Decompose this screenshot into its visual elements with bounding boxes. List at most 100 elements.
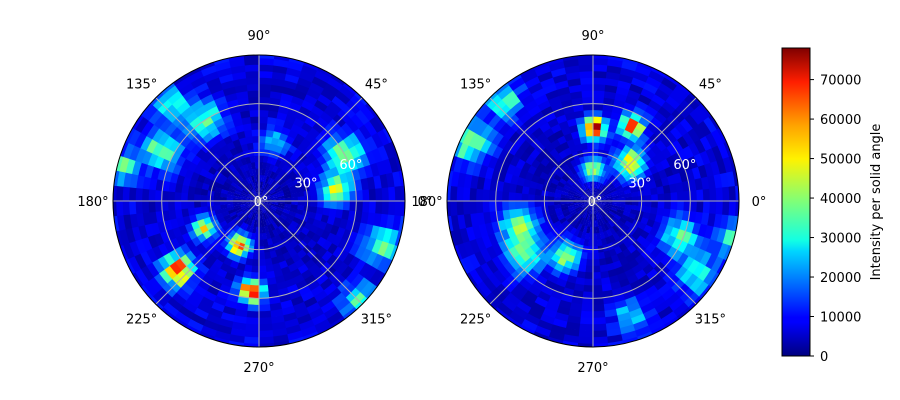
heatmap-cell (169, 218, 179, 230)
heatmap-cell (142, 105, 158, 122)
heatmap-cell (205, 77, 221, 89)
heatmap-cell (560, 174, 569, 183)
heatmap-cell (549, 101, 563, 113)
heatmap-cell (213, 196, 221, 202)
heatmap-cell (660, 76, 678, 91)
radial-tick-label: 30° (294, 176, 317, 191)
heatmap-cell (578, 264, 587, 273)
angular-tick-label: 225° (126, 312, 157, 327)
heatmap-cell (671, 151, 683, 165)
heatmap-cell (675, 209, 684, 220)
heatmap-cell (634, 99, 649, 112)
heatmap-cell (233, 207, 242, 212)
heatmap-cell (527, 194, 535, 202)
heatmap-cell (135, 188, 143, 202)
heatmap-cell (232, 169, 240, 178)
heatmap-cell (581, 183, 587, 191)
heatmap-cell (605, 203, 613, 208)
heatmap-cell (590, 174, 593, 182)
heatmap-cell (593, 220, 596, 228)
colorbar-tick-label: 0 (820, 350, 828, 365)
heatmap-cell (271, 236, 278, 245)
heatmap-cell (326, 176, 336, 187)
heatmap-cell (254, 239, 260, 247)
heatmap-cell (624, 268, 636, 279)
heatmap-cell (182, 215, 192, 226)
heatmap-cell (598, 202, 606, 207)
heatmap-cell (354, 108, 370, 125)
heatmap-cell (657, 200, 665, 209)
heatmap-cell (298, 70, 315, 83)
heatmap-cell (353, 258, 367, 274)
heatmap-cell (348, 242, 361, 257)
heatmap-cell (268, 178, 275, 186)
angular-gridline (592, 200, 697, 305)
heatmap-cell (193, 268, 207, 281)
heatmap-cell (243, 216, 250, 224)
heatmap-cell (247, 193, 254, 198)
heatmap-cell (342, 200, 351, 211)
heatmap-cell (599, 183, 605, 191)
heatmap-cell (604, 190, 612, 196)
heatmap-cell (358, 123, 372, 140)
heatmap-cell (199, 64, 217, 77)
heatmap-cell (115, 201, 124, 217)
heatmap-cell (600, 210, 607, 218)
heatmap-cell (228, 184, 237, 191)
heatmap-cell (569, 302, 583, 312)
heatmap-cell (581, 96, 593, 105)
heatmap-cell (268, 97, 281, 106)
heatmap-cell (588, 161, 593, 169)
heatmap-cell (636, 156, 646, 167)
heatmap-cell (547, 95, 561, 107)
heatmap-cell (235, 227, 243, 236)
heatmap-cell (258, 96, 270, 105)
heatmap-cell (578, 70, 593, 79)
heatmap-cell (285, 217, 294, 225)
heatmap-cell (581, 204, 588, 209)
heatmap-cell (264, 182, 269, 190)
heatmap-cell (482, 189, 490, 202)
heatmap-cell (660, 253, 673, 267)
heatmap-cell (275, 187, 284, 194)
heatmap-cell (717, 242, 730, 260)
heatmap-cell (648, 180, 657, 189)
heatmap-cell (682, 144, 695, 159)
colorbar-tick-label: 10000 (820, 311, 861, 326)
heatmap-cell (531, 279, 545, 292)
heatmap-cell (676, 252, 690, 267)
heatmap-cell (155, 179, 164, 192)
heatmap-cell (646, 268, 659, 281)
heatmap-cell (551, 216, 560, 225)
heatmap-cell (616, 174, 625, 182)
heatmap-cell (593, 278, 603, 286)
heatmap-cell (232, 178, 240, 186)
heatmap-cell (252, 198, 259, 201)
heatmap-cell (609, 274, 620, 284)
heatmap-cell (679, 268, 694, 284)
heatmap-cell (610, 190, 619, 195)
heatmap-cell (311, 312, 329, 326)
heatmap-cell (502, 249, 515, 263)
heatmap-cell (552, 107, 565, 119)
heatmap-cell (246, 317, 260, 325)
heatmap-cell (522, 214, 532, 224)
heatmap-cell (233, 205, 241, 210)
heatmap-cell (215, 213, 224, 220)
heatmap-cell (709, 200, 717, 214)
heatmap-cell (245, 169, 251, 178)
heatmap-cell (670, 191, 678, 201)
heatmap-cell (153, 233, 165, 247)
heatmap-cell (508, 201, 516, 211)
heatmap-cell (550, 289, 564, 301)
heatmap-cell (570, 185, 578, 192)
heatmap-cell (629, 279, 643, 291)
heatmap-cell (295, 111, 308, 123)
heatmap-cell (637, 296, 653, 309)
heatmap-cell (270, 215, 277, 223)
heatmap-cell (667, 216, 677, 228)
heatmap-cell (579, 184, 586, 192)
heatmap-cell (312, 218, 322, 228)
heatmap-cell (232, 275, 244, 285)
heatmap-cell (577, 129, 587, 138)
